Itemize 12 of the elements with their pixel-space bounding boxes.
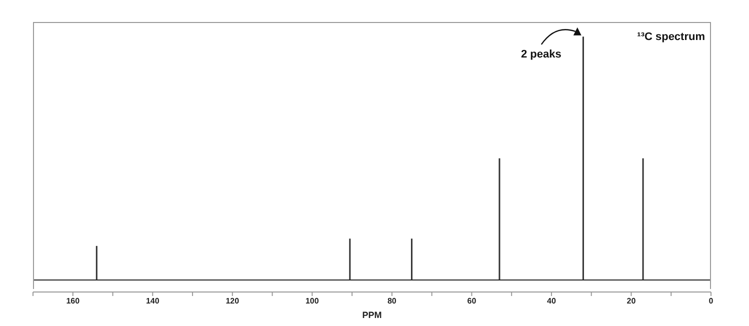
x-tick-label: 20 [626, 296, 636, 306]
x-tick-label: 40 [547, 296, 556, 306]
x-tick-label: 140 [146, 296, 160, 306]
x-axis-title: PPM [362, 310, 382, 320]
x-tick-label: 160 [66, 296, 80, 306]
x-tick-label: 120 [226, 296, 240, 306]
x-tick-label: 80 [387, 296, 397, 306]
x-tick-label: 60 [467, 296, 477, 306]
x-tick-label: 0 [708, 296, 714, 306]
x-tick-label: 100 [305, 296, 320, 306]
chart-title: ¹³C spectrum [637, 31, 706, 43]
annotation: 2 peaks [521, 48, 562, 60]
